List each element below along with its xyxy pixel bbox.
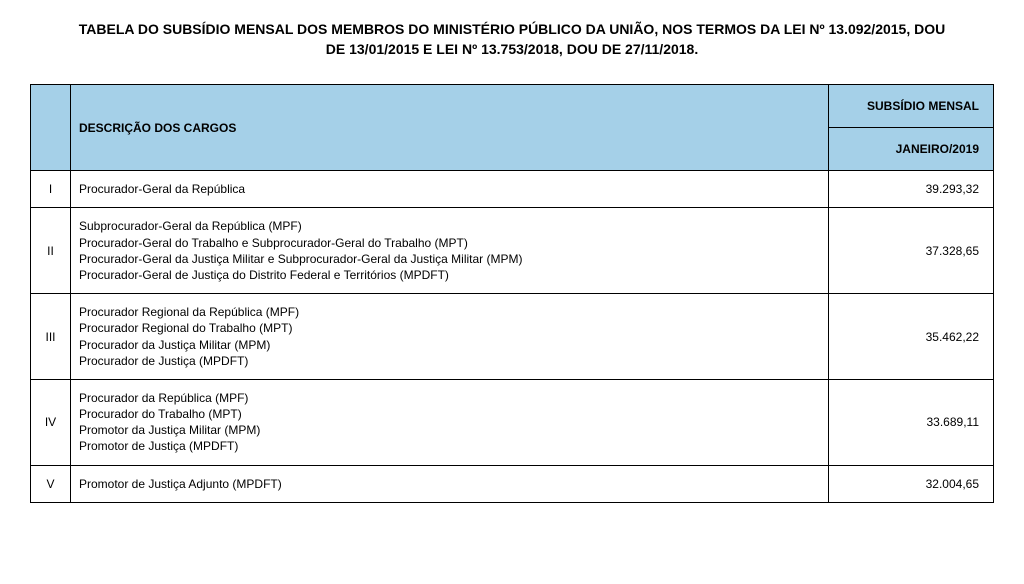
desc-line: Procurador Regional do Trabalho (MPT)	[79, 320, 820, 336]
page-title: TABELA DO SUBSÍDIO MENSAL DOS MEMBROS DO…	[30, 20, 994, 59]
desc-line: Promotor de Justiça Adjunto (MPDFT)	[79, 476, 820, 492]
table-row: IV Procurador da República (MPF) Procura…	[31, 379, 994, 465]
title-line-1: TABELA DO SUBSÍDIO MENSAL DOS MEMBROS DO…	[79, 21, 945, 37]
row-valor: 37.328,65	[829, 208, 994, 294]
header-periodo: JANEIRO/2019	[829, 128, 994, 171]
desc-line: Procurador-Geral do Trabalho e Subprocur…	[79, 235, 820, 251]
row-descricao: Subprocurador-Geral da República (MPF) P…	[71, 208, 829, 294]
desc-line: Promotor de Justiça (MPDFT)	[79, 438, 820, 454]
row-numeral: I	[31, 171, 71, 208]
header-numeral-blank	[31, 85, 71, 171]
row-numeral: V	[31, 465, 71, 502]
desc-line: Procurador do Trabalho (MPT)	[79, 406, 820, 422]
row-valor: 39.293,32	[829, 171, 994, 208]
table-row: V Promotor de Justiça Adjunto (MPDFT) 32…	[31, 465, 994, 502]
desc-line: Procurador-Geral da República	[79, 181, 820, 197]
header-subsidio: SUBSÍDIO MENSAL	[829, 85, 994, 128]
table-row: III Procurador Regional da República (MP…	[31, 294, 994, 380]
row-numeral: IV	[31, 379, 71, 465]
table-row: I Procurador-Geral da República 39.293,3…	[31, 171, 994, 208]
table-body: I Procurador-Geral da República 39.293,3…	[31, 171, 994, 503]
row-valor: 35.462,22	[829, 294, 994, 380]
row-numeral: II	[31, 208, 71, 294]
row-valor: 32.004,65	[829, 465, 994, 502]
row-descricao: Procurador da República (MPF) Procurador…	[71, 379, 829, 465]
desc-line: Procurador-Geral da Justiça Militar e Su…	[79, 251, 820, 267]
desc-line: Subprocurador-Geral da República (MPF)	[79, 218, 820, 234]
subsidio-table: DESCRIÇÃO DOS CARGOS SUBSÍDIO MENSAL JAN…	[30, 84, 994, 503]
desc-line: Procurador da Justiça Militar (MPM)	[79, 337, 820, 353]
desc-line: Procurador de Justiça (MPDFT)	[79, 353, 820, 369]
row-descricao: Promotor de Justiça Adjunto (MPDFT)	[71, 465, 829, 502]
desc-line: Procurador da República (MPF)	[79, 390, 820, 406]
row-valor: 33.689,11	[829, 379, 994, 465]
row-numeral: III	[31, 294, 71, 380]
desc-line: Promotor da Justiça Militar (MPM)	[79, 422, 820, 438]
table-row: II Subprocurador-Geral da República (MPF…	[31, 208, 994, 294]
desc-line: Procurador-Geral de Justiça do Distrito …	[79, 267, 820, 283]
header-descricao: DESCRIÇÃO DOS CARGOS	[71, 85, 829, 171]
title-line-2: DE 13/01/2015 E LEI Nº 13.753/2018, DOU …	[326, 41, 698, 57]
row-descricao: Procurador Regional da República (MPF) P…	[71, 294, 829, 380]
desc-line: Procurador Regional da República (MPF)	[79, 304, 820, 320]
row-descricao: Procurador-Geral da República	[71, 171, 829, 208]
